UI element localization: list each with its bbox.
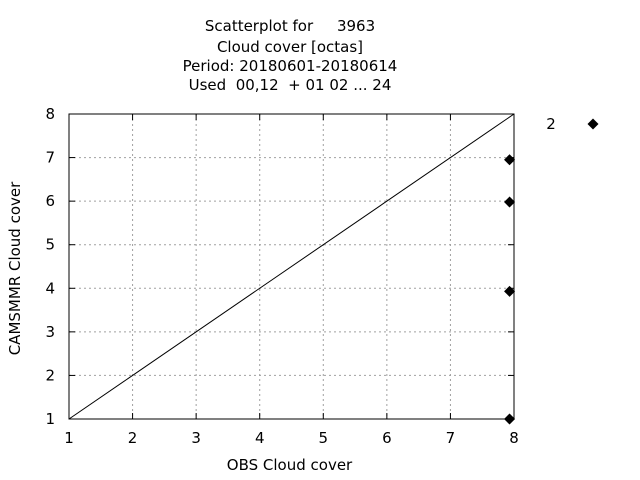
x-axis-title: OBS Cloud cover [227, 456, 353, 474]
data-point [504, 154, 516, 166]
x-tick-label: 1 [64, 429, 74, 447]
x-tick-label: 3 [191, 429, 201, 447]
y-tick-label: 2 [45, 366, 55, 384]
x-tick-label: 5 [319, 429, 329, 447]
y-tick-label: 8 [45, 105, 55, 123]
legend-label: 2 [546, 115, 556, 133]
title-line-1: Scatterplot for 3963 [204, 17, 376, 35]
title-line-3: Period: 20180601-20180614 [182, 57, 398, 75]
legend-diamond-icon [587, 118, 599, 130]
y-tick-label: 5 [45, 236, 55, 254]
x-tick-label: 7 [446, 429, 456, 447]
x-tick-label: 8 [509, 429, 519, 447]
diagonal-line [68, 113, 515, 420]
y-tick-label: 3 [45, 323, 55, 341]
y-tick-label: 4 [45, 279, 55, 297]
y-tick-label: 7 [45, 149, 55, 167]
grid [69, 114, 514, 419]
y-tick-label: 6 [45, 192, 55, 210]
data-point [504, 196, 516, 208]
plot-frame [68, 113, 515, 420]
data-point [504, 285, 516, 297]
y-axis-title: CAMSMMR Cloud cover [6, 181, 24, 355]
data-points [504, 154, 516, 425]
data-point [504, 413, 516, 425]
legend: 2 [546, 115, 599, 133]
x-tick-label: 6 [382, 429, 392, 447]
x-tick-label: 4 [255, 429, 265, 447]
y-tick-label: 1 [45, 410, 55, 428]
title-line-2: Cloud cover [octas] [216, 38, 364, 56]
title-line-4: Used 00,12 + 01 02 ... 24 [188, 76, 392, 94]
y-axis: 1 2 3 4 5 6 7 8 [45, 105, 514, 428]
x-tick-label: 2 [128, 429, 138, 447]
